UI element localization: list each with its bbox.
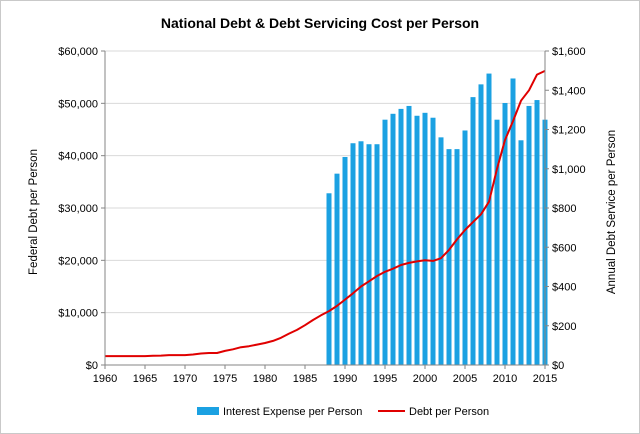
bar-2012	[518, 140, 524, 365]
left-tick-label: $10,000	[58, 308, 98, 320]
bar-1997	[398, 108, 404, 366]
bar-1989	[334, 173, 340, 365]
x-tick-label: 1985	[293, 373, 317, 385]
left-tick-label: $20,000	[58, 255, 98, 267]
right-tick-label: $1,000	[552, 164, 586, 176]
bar-series	[326, 73, 548, 366]
legend-label-debt: Debt per Person	[409, 406, 489, 418]
bar-2010	[502, 103, 508, 365]
x-tick-label: 1965	[133, 373, 157, 385]
bar-2013	[526, 105, 532, 365]
bar-1990	[342, 156, 348, 365]
right-axis-ticks: $0 $200 $400 $600 $800 $1,000 $1,200 $1,400 $1,6…	[545, 46, 586, 372]
bar-2007	[478, 84, 484, 366]
right-tick-label: $200	[552, 321, 576, 333]
right-tick-label: $1,400	[552, 85, 586, 97]
right-tick-label: $1,200	[552, 125, 586, 137]
left-tick-label: $0	[86, 360, 98, 372]
bar-2001	[430, 117, 436, 365]
left-tick-label: $50,000	[58, 98, 98, 110]
bar-1994	[374, 144, 380, 365]
legend-label-interest: Interest Expense per Person	[223, 406, 362, 418]
right-tick-label: $400	[552, 282, 576, 294]
left-tick-label: $40,000	[58, 151, 98, 163]
x-tick-label: 2000	[413, 373, 437, 385]
bar-1998	[406, 105, 412, 365]
bar-2002	[438, 137, 444, 365]
left-axis-label: Federal Debt per Person	[28, 149, 40, 275]
line-series	[105, 69, 546, 358]
right-axis-label: Annual Debt Service per Person	[606, 130, 618, 294]
bar-2005	[462, 130, 468, 365]
chart-title: National Debt & Debt Servicing Cost per …	[161, 15, 479, 31]
bar-2008	[486, 73, 492, 365]
left-axis-ticks: $0 $10,000 $20,000 $30,000 $40,000 $50,000 $60…	[58, 46, 105, 372]
legend-swatch-interest	[197, 407, 219, 415]
debt-line	[105, 69, 546, 358]
x-tick-label: 1995	[373, 373, 397, 385]
bar-1995	[382, 119, 388, 365]
bar-2004	[454, 149, 460, 365]
legend: Interest Expense per Person Debt per Per…	[197, 406, 489, 418]
x-tick-label: 1970	[173, 373, 197, 385]
left-tick-label: $60,000	[58, 46, 98, 58]
bar-2011	[510, 78, 516, 365]
left-tick-label: $30,000	[58, 203, 98, 215]
bar-1991	[350, 143, 356, 365]
x-axis-ticks: 1960 1965 1970 1975 1980 1985 1990 1995 2000 2005…	[93, 365, 557, 385]
right-tick-label: $600	[552, 242, 576, 254]
right-tick-label: $1,600	[552, 46, 586, 58]
x-tick-label: 1990	[333, 373, 357, 385]
x-tick-label: 2015	[533, 373, 557, 385]
bar-2014	[534, 100, 540, 365]
x-tick-label: 2010	[493, 373, 517, 385]
x-tick-label: 1980	[253, 373, 277, 385]
bar-2009	[494, 119, 500, 365]
bar-2003	[446, 149, 452, 365]
bar-1999	[414, 115, 420, 365]
bar-1993	[366, 144, 372, 365]
bar-1992	[358, 141, 364, 365]
x-tick-label: 1960	[93, 373, 117, 385]
bar-2000	[422, 112, 428, 365]
bar-1996	[390, 113, 396, 365]
bar-2006	[470, 97, 476, 366]
x-tick-label: 1975	[213, 373, 237, 385]
bar-1988	[326, 193, 332, 365]
x-tick-label: 2005	[453, 373, 477, 385]
right-tick-label: $800	[552, 203, 576, 215]
right-tick-label: $0	[552, 360, 564, 372]
